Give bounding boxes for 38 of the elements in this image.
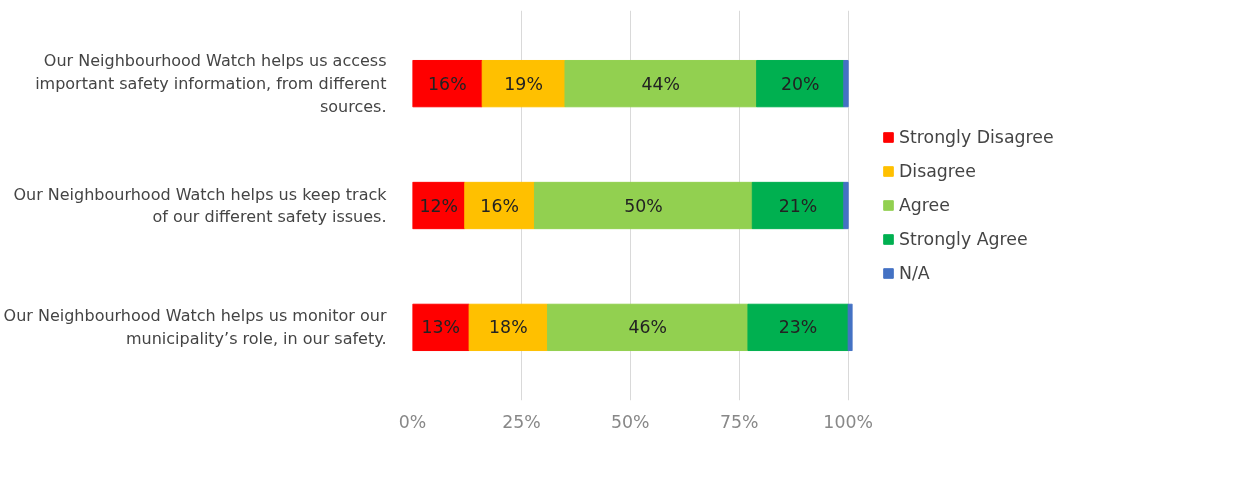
bar [481, 59, 566, 108]
y-tick-label: Our Neighbourhood Watch helps us keep track of our different safety issues. [13, 184, 388, 227]
x-tick-label: 50% [611, 411, 650, 432]
data-label: 18% [489, 317, 528, 338]
bar [756, 59, 845, 108]
data-label: 23% [778, 317, 818, 338]
data-label: 13% [421, 317, 461, 338]
data-label: 16% [480, 195, 519, 216]
bar [464, 181, 535, 230]
data-label: 19% [504, 73, 543, 94]
y-tick-label: Our Neighbourhood Watch helps us access important safety information, from different sources. [35, 51, 387, 116]
bar [751, 181, 845, 230]
x-tick-label: 75% [719, 411, 759, 432]
bar [747, 303, 849, 352]
legend-label: Strongly Disagree [899, 127, 1054, 147]
bar [564, 59, 758, 108]
bar [847, 303, 853, 352]
data-label: 16% [428, 73, 467, 94]
data-label: 50% [624, 195, 663, 216]
legend-label: N/A [899, 263, 930, 283]
y-tick-label: Our Neighbourhood Watch helps us monitor our municipality’s role, in our safety. [3, 306, 387, 349]
data-label: 21% [778, 195, 818, 216]
bar [547, 303, 749, 352]
bar [468, 303, 549, 352]
legend-label: Agree [899, 195, 950, 215]
bar [533, 181, 753, 230]
bar [843, 59, 849, 108]
x-tick-label: 0% [398, 411, 427, 432]
data-label: 20% [780, 73, 820, 94]
bar [843, 181, 849, 230]
data-label: 44% [641, 73, 681, 94]
x-tick-label: 25% [502, 411, 541, 432]
x-tick-label: 100% [823, 411, 873, 432]
legend-label: Disagree [899, 161, 976, 181]
bar [412, 59, 483, 108]
data-label: 12% [419, 195, 458, 216]
data-label: 46% [628, 317, 668, 338]
legend-label: Strongly Agree [899, 229, 1028, 249]
